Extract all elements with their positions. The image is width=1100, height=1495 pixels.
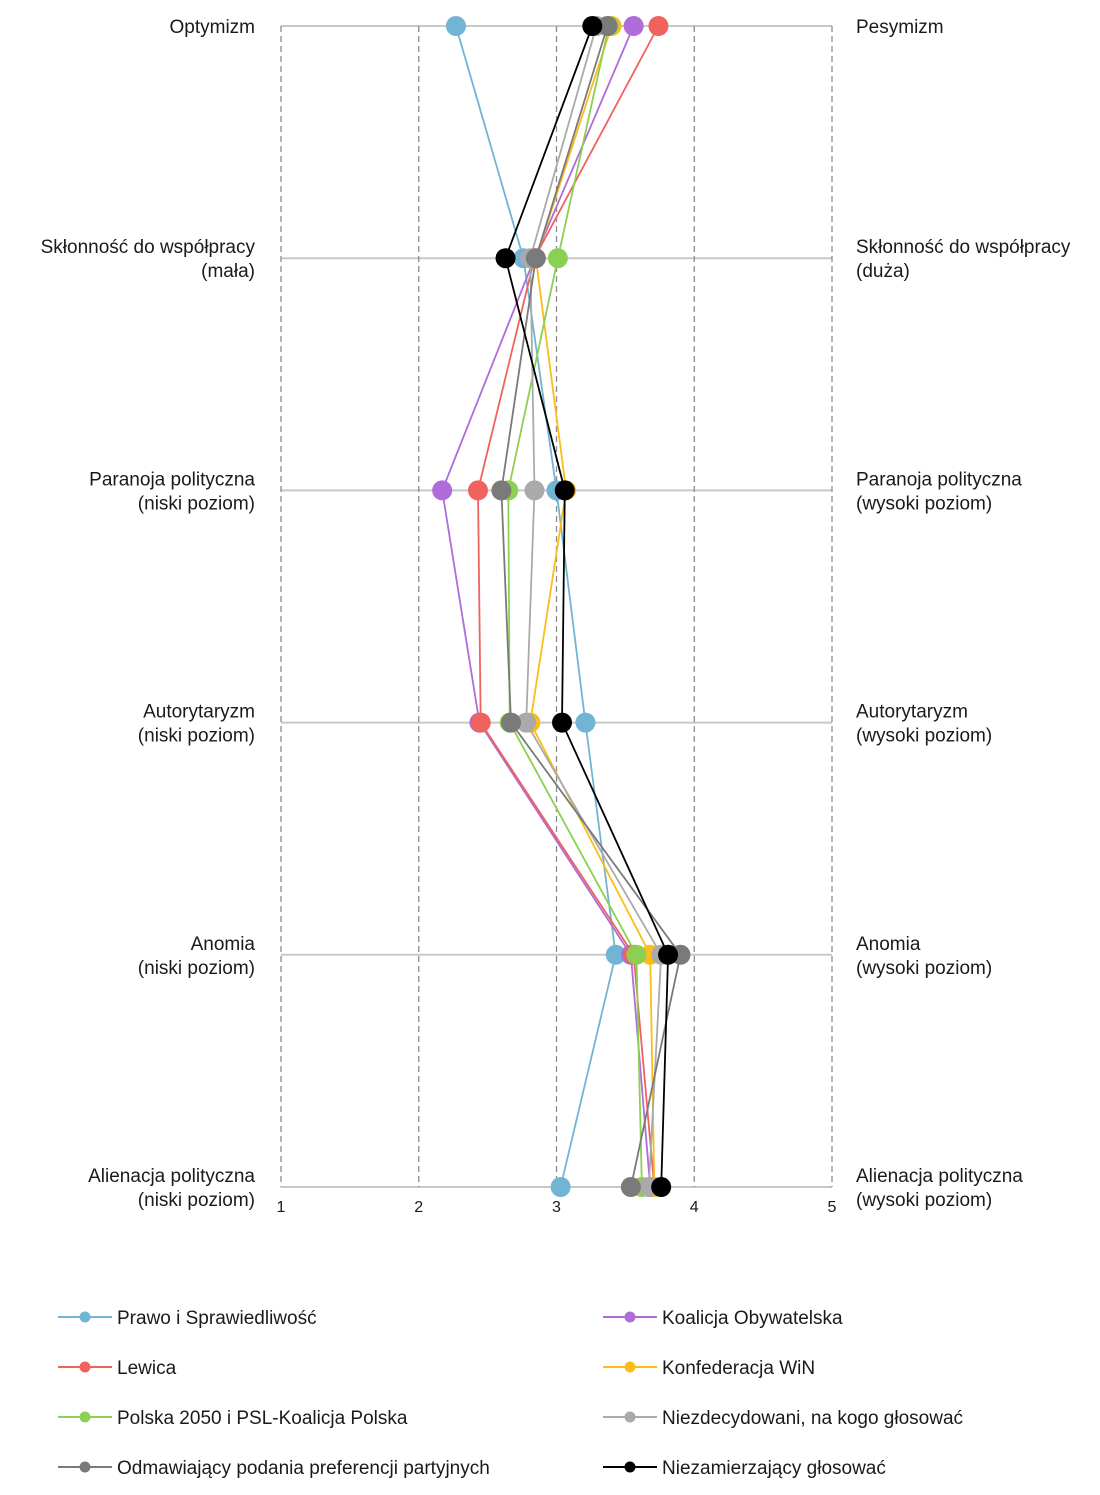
- legend-item: Lewica: [58, 1358, 177, 1379]
- legend-item: Prawo i Sprawiedliwość: [58, 1308, 317, 1329]
- data-point: [495, 248, 516, 269]
- data-point: [552, 712, 573, 733]
- data-point: [620, 1177, 641, 1197]
- series: [495, 16, 679, 1197]
- category-label-left: (niski poziom): [138, 726, 255, 747]
- category-label-right: (wysoki poziom): [856, 958, 992, 979]
- data-point: [626, 944, 647, 965]
- grid: [280, 25, 833, 1188]
- data-point: [582, 16, 603, 36]
- category-label-right: (wysoki poziom): [856, 493, 992, 514]
- category-label-left: (niski poziom): [138, 958, 255, 979]
- series-line: [504, 25, 670, 1188]
- series-line: [441, 25, 652, 1188]
- series: [491, 16, 691, 1197]
- category-label-right: (duża): [856, 261, 910, 282]
- data-point: [554, 480, 575, 501]
- category-label-left: (niski poziom): [138, 1190, 255, 1211]
- x-tick-label: 1: [277, 1199, 286, 1216]
- data-point: [597, 16, 618, 36]
- category-label-left: Skłonność do współpracy: [41, 237, 256, 258]
- category-label-left: Paranoja polityczna: [89, 469, 255, 490]
- data-point: [648, 16, 669, 36]
- data-point: [651, 1177, 672, 1197]
- series-line: [525, 25, 663, 1188]
- legend-item: Konfederacja WiN: [603, 1358, 815, 1379]
- legend-item: Niezamierzający głosować: [603, 1458, 886, 1479]
- legend-label: Polska 2050 i PSL-Koalicja Polska: [117, 1408, 408, 1429]
- series-line: [455, 25, 617, 1188]
- data-point: [491, 480, 512, 501]
- data-point: [575, 712, 596, 733]
- category-label-right: Skłonność do współpracy: [856, 237, 1071, 258]
- x-tick-label: 2: [414, 1199, 423, 1216]
- x-axis-tick-labels: 1 2 3 4 5: [277, 1199, 837, 1216]
- legend-swatch-marker: [624, 1461, 636, 1473]
- category-label-left: (niski poziom): [138, 493, 255, 514]
- x-tick-label: 4: [690, 1199, 699, 1216]
- data-point: [550, 1177, 571, 1197]
- legend-swatch-marker: [79, 1411, 91, 1423]
- legend-label: Odmawiający podania preferencji partyjny…: [117, 1458, 490, 1479]
- series-layer: [432, 16, 691, 1197]
- data-point: [605, 944, 626, 965]
- series: [520, 16, 665, 1197]
- category-label-right: Pesymizm: [856, 17, 944, 38]
- data-point: [524, 480, 545, 501]
- legend: Prawo i Sprawiedliwość Koalicja Obywatels…: [58, 1308, 963, 1479]
- category-label-right: Autorytaryzm: [856, 702, 968, 723]
- data-point: [470, 712, 491, 733]
- category-label-right: (wysoki poziom): [856, 726, 992, 747]
- legend-label: Niezdecydowani, na kogo głosować: [662, 1408, 963, 1429]
- data-point: [432, 480, 453, 501]
- data-point: [623, 16, 644, 36]
- data-point: [467, 480, 488, 501]
- legend-item: Koalicja Obywatelska: [603, 1308, 843, 1329]
- data-point: [525, 248, 546, 269]
- legend-swatch-marker: [79, 1461, 91, 1473]
- category-label-left: Alienacja polityczna: [88, 1166, 255, 1187]
- legend-label: Niezamierzający głosować: [662, 1458, 886, 1479]
- data-point: [658, 944, 679, 965]
- series-line: [477, 25, 660, 1188]
- category-labels: Optymizm Pesymizm Skłonność do współpracy (…: [41, 17, 1071, 1211]
- series: [516, 16, 672, 1197]
- legend-swatch-marker: [624, 1361, 636, 1373]
- legend-swatch-marker: [624, 1411, 636, 1423]
- series-line: [500, 25, 682, 1188]
- legend-swatch-marker: [79, 1361, 91, 1373]
- data-point: [501, 712, 522, 733]
- category-label-right: Alienacja polityczna: [856, 1166, 1023, 1187]
- data-point: [445, 16, 466, 36]
- legend-label: Lewica: [117, 1358, 177, 1379]
- legend-swatch-marker: [79, 1311, 91, 1323]
- category-label-left: Optymizm: [170, 17, 256, 38]
- x-tick-label: 3: [552, 1199, 561, 1216]
- category-label-right: (wysoki poziom): [856, 1190, 992, 1211]
- legend-label: Koalicja Obywatelska: [662, 1308, 843, 1329]
- x-tick-label: 5: [828, 1199, 837, 1216]
- category-label-left: (mała): [201, 261, 255, 282]
- legend-label: Prawo i Sprawiedliwość: [117, 1308, 317, 1329]
- legend-item: Polska 2050 i PSL-Koalicja Polska: [58, 1408, 408, 1429]
- series: [445, 16, 626, 1197]
- data-point: [547, 248, 568, 269]
- data-point: [516, 712, 537, 733]
- legend-swatch-marker: [624, 1311, 636, 1323]
- category-label-right: Anomia: [856, 934, 921, 955]
- series-line: [507, 25, 643, 1188]
- series: [432, 16, 661, 1197]
- legend-item: Odmawiający podania preferencji partyjny…: [58, 1458, 490, 1479]
- category-label-left: Anomia: [191, 934, 256, 955]
- series: [498, 16, 652, 1197]
- category-label-left: Autorytaryzm: [143, 702, 255, 723]
- category-label-right: Paranoja polityczna: [856, 469, 1022, 490]
- legend-item: Niezdecydowani, na kogo głosować: [603, 1408, 963, 1429]
- legend-label: Konfederacja WiN: [662, 1358, 815, 1379]
